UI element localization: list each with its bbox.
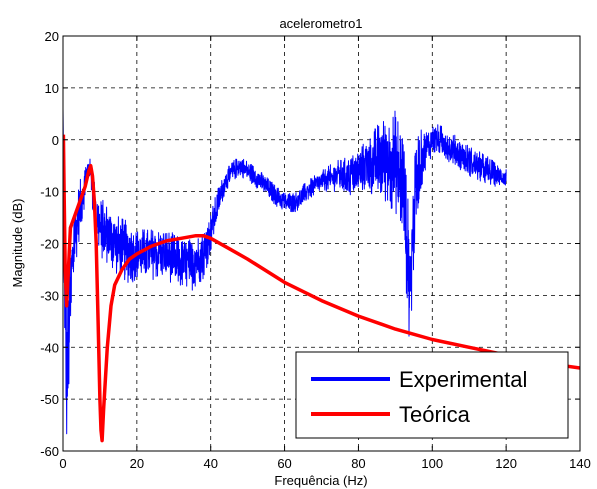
y-tick-label: -30 — [40, 288, 59, 303]
tick-labels: 0 20 40 60 80 100 120 140 -60 -50 -40 -30 -20 -10 0 10 2… — [40, 29, 591, 471]
y-tick-label: -20 — [40, 237, 59, 252]
y-tick-label: -40 — [40, 340, 59, 355]
y-tick-label: -10 — [40, 185, 59, 200]
x-tick-label: 120 — [495, 456, 517, 471]
y-tick-label: 20 — [45, 29, 59, 44]
x-tick-label: 20 — [130, 456, 144, 471]
y-tick-label: -60 — [40, 444, 59, 459]
legend-box — [295, 351, 569, 439]
x-tick-label: 140 — [569, 456, 591, 471]
chart-title: acelerometro1 — [279, 16, 362, 31]
legend-label-experimental: Experimental — [399, 367, 527, 392]
x-tick-label: 0 — [59, 456, 66, 471]
x-tick-label: 40 — [203, 456, 217, 471]
x-axis-label: Frequência (Hz) — [274, 473, 367, 488]
series-line-teorica — [63, 134, 580, 443]
y-axis-label: Magnitude (dB) — [10, 199, 25, 288]
y-tick-label: -50 — [40, 392, 59, 407]
series-line-experimental — [63, 108, 507, 435]
x-tick-label: 100 — [421, 456, 443, 471]
legend-label-teorica: Teórica — [399, 402, 471, 427]
ticks — [62, 35, 581, 452]
y-tick-label: 10 — [45, 81, 59, 96]
x-tick-label: 60 — [277, 456, 291, 471]
series-layer — [63, 108, 580, 443]
x-tick-label: 80 — [351, 456, 365, 471]
y-tick-label: 0 — [52, 133, 59, 148]
legend: Experimental Teórica — [295, 351, 569, 439]
